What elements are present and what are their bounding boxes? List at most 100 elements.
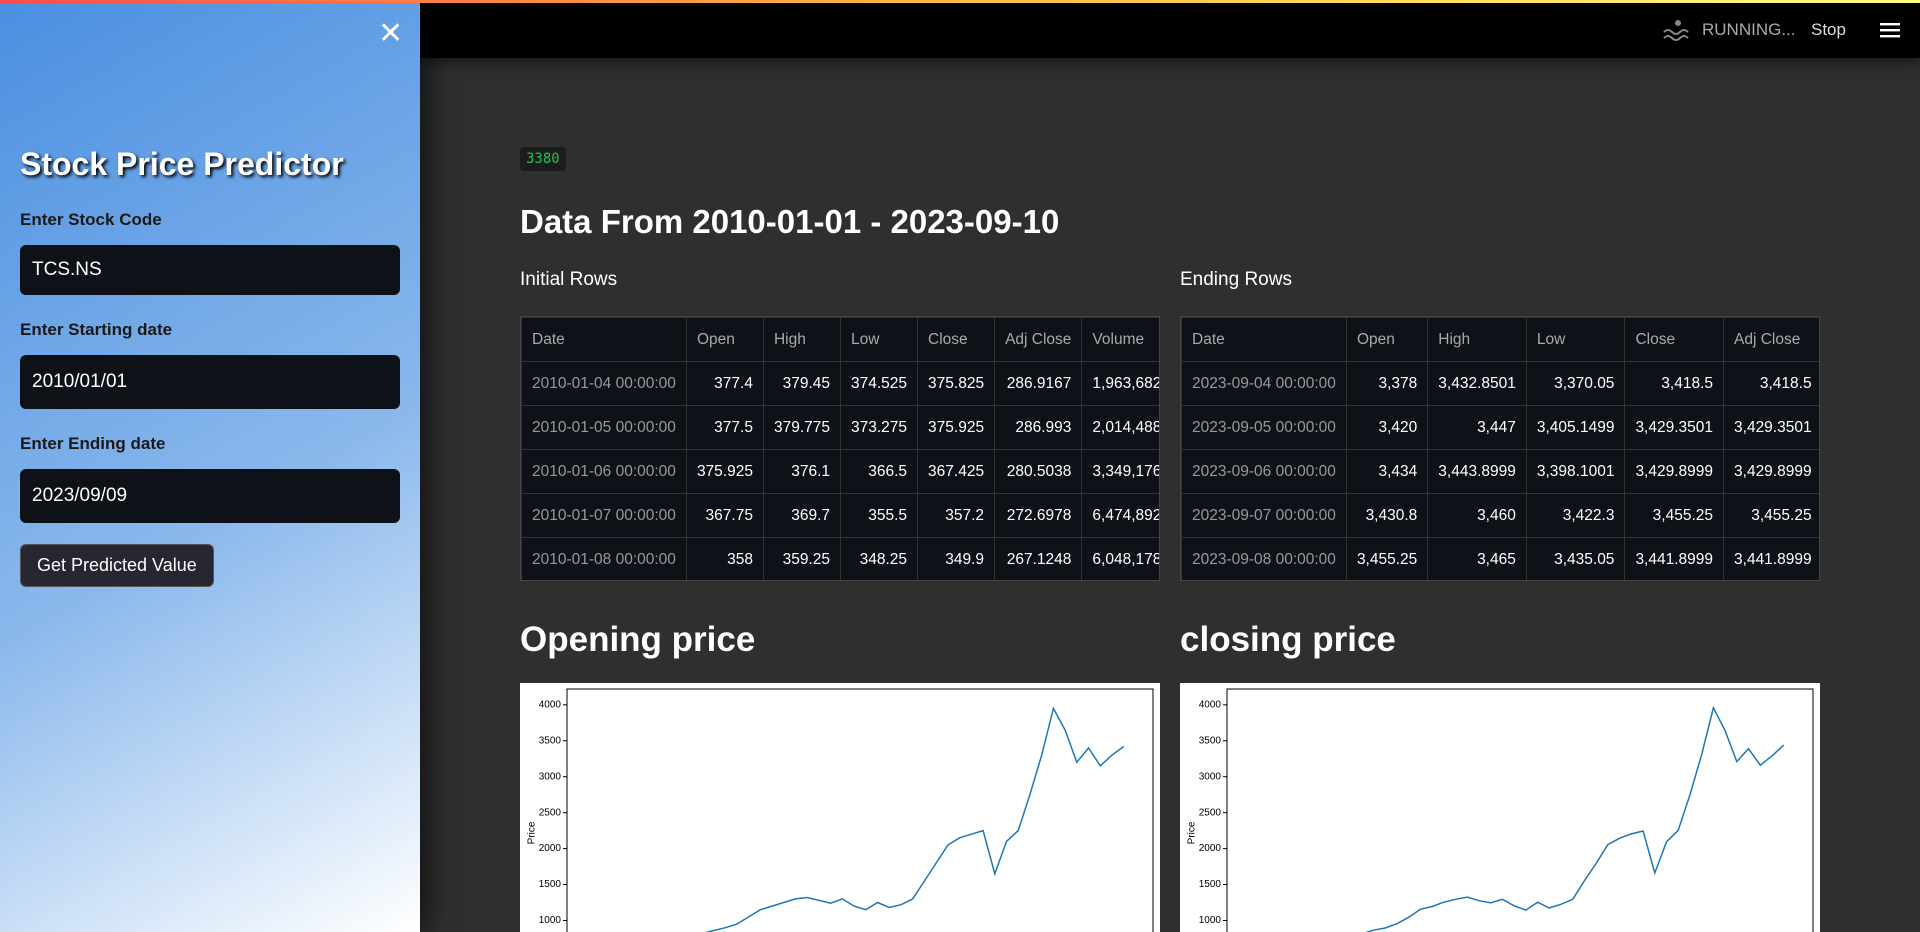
table-cell: 348.25 (839, 537, 919, 580)
y-tick-label: 2500 (1199, 807, 1222, 818)
table-cell: 2010-01-04 00:00:00 (521, 361, 687, 406)
date-input[interactable]: 2023/09/09 (20, 469, 400, 523)
table-cell: 3,420 (1345, 405, 1429, 450)
table-row: 2010-01-05 00:00:00 377.5 379.775 373.275 37… (521, 405, 1159, 450)
table-cell: 3,432.8501 (1427, 361, 1527, 406)
table-cell: 3,455.25 (1345, 537, 1429, 580)
table-cell: 3,422.3 (1525, 493, 1626, 538)
running-status: RUNNING... (1702, 20, 1796, 39)
table-cell: 373.275 (839, 405, 919, 450)
y-tick-label: 4000 (539, 699, 562, 710)
date-input[interactable]: 2010/01/01 (20, 355, 400, 409)
header-row: Date Open High Low Close Adj Close Volume (521, 317, 1159, 362)
price-line (704, 706, 1125, 932)
table-cell: 3,370.05 (1525, 361, 1626, 406)
chart-panel: 1000 1500 2000 2500 3000 3500 4000 Price (520, 683, 1160, 932)
heading: Data From 2010-01-01 - 2023-09-10 (520, 203, 1060, 240)
table-container: Date Open High Low Close Adj Close Volume 2010-… (520, 316, 1160, 581)
table-cell: 3,418.5 (1624, 361, 1725, 406)
table-cell: 3,418.5 (1723, 361, 1819, 406)
table-cell: 377.5 (685, 405, 764, 450)
table-cell: 3,455.25 (1723, 493, 1819, 538)
header-row: Date Open High Low Close Adj Close (1181, 317, 1819, 362)
sidebar-title: Stock Price Predictor (20, 146, 344, 182)
table-cell: 359.25 (762, 537, 842, 580)
table-cell: 267.1248 (994, 537, 1083, 580)
table-cell: 3,465 (1427, 537, 1527, 580)
table-cell: 3,429.3501 (1624, 405, 1725, 450)
y-tick-label: 3500 (1199, 735, 1222, 746)
table-cell: 3,441.8999 (1624, 537, 1725, 580)
table-cell: 3,429.3501 (1723, 405, 1819, 450)
data-table: Date Open High Low Close Adj Close 2023-09-04 … (1181, 317, 1819, 580)
table-container: Date Open High Low Close Adj Close 2023-09-04 … (1180, 316, 1820, 581)
y-tick-label: 3000 (1199, 771, 1222, 782)
y-tick-label: 1000 (539, 915, 562, 926)
column-header: Date (1181, 317, 1347, 362)
table-row: 2010-01-06 00:00:00 375.925 376.1 366.5 367.… (521, 449, 1159, 494)
column-header: Date (521, 317, 687, 362)
table-cell: 272.6978 (994, 493, 1083, 538)
table-cell: 286.9167 (994, 361, 1083, 406)
table-cell: 3,460 (1427, 493, 1527, 538)
status-stripe (0, 0, 1920, 3)
column-header: High (1427, 317, 1527, 362)
table-cell: 3,447 (1427, 405, 1527, 450)
table-cell: 6,474,892 (1081, 493, 1159, 538)
table-cell: 3,429.8999 (1723, 449, 1819, 494)
y-tick-label: 2000 (1199, 843, 1222, 854)
sidebar: ✕ Stock Price Predictor Enter Stock Code… (0, 0, 420, 932)
table-cell: 375.925 (685, 449, 764, 494)
table-cell: 2010-01-05 00:00:00 (521, 405, 687, 450)
column-header: Adj Close (1723, 317, 1819, 362)
table-row: 2010-01-07 00:00:00 367.75 369.7 355.5 357.2… (521, 493, 1159, 538)
column-header: Open (685, 317, 764, 362)
table-cell: 374.525 (839, 361, 919, 406)
plot-frame (566, 688, 1154, 932)
table-cell: 377.4 (685, 361, 764, 406)
column-header: Open (1345, 317, 1429, 362)
text-input[interactable]: TCS.NS (20, 245, 400, 295)
predict-button[interactable]: Get Predicted Value (20, 544, 214, 587)
field-label: Enter Starting date (20, 320, 173, 339)
chart: 1000 1500 2000 2500 3000 3500 4000 Price (527, 688, 1154, 932)
table-cell: 3,455.25 (1624, 493, 1725, 538)
table-cell: 2023-09-06 00:00:00 (1181, 449, 1347, 494)
plot-frame (1226, 688, 1814, 932)
table-cell: 375.825 (917, 361, 996, 406)
table-cell: 376.1 (762, 449, 842, 494)
y-tick-label: 2000 (539, 843, 562, 854)
y-tick-label: 2500 (539, 807, 562, 818)
field-label: Enter Ending date (20, 434, 166, 453)
y-axis-label: Price (1187, 821, 1198, 844)
table-row: 2023-09-04 00:00:00 3,378 3,432.8501 3,370.… (1181, 361, 1819, 406)
table-cell: 3,398.1001 (1525, 449, 1626, 494)
table-cell: 358 (685, 537, 764, 580)
y-tick-label: 3000 (539, 771, 562, 782)
top-bar: RUNNING... Stop (420, 0, 1920, 58)
table-cell: 3,443.8999 (1427, 449, 1527, 494)
menu-button[interactable] (1880, 22, 1900, 38)
stop-button[interactable]: Stop (1811, 20, 1846, 39)
table-cell: 2,014,488 (1081, 405, 1159, 450)
column-header: Low (1525, 317, 1626, 362)
table-row: 2010-01-08 00:00:00 358 359.25 348.25 349.9 2… (521, 537, 1159, 580)
table-cell: 349.9 (917, 537, 996, 580)
table-cell: 286.993 (994, 405, 1083, 450)
table-cell: 367.425 (917, 449, 996, 494)
table-cell: 3,349,176 (1081, 449, 1159, 494)
column-header: High (762, 317, 842, 362)
table-cell: 379.45 (762, 361, 842, 406)
table-cell: 6,048,178 (1081, 537, 1159, 580)
table-cell: 3,405.1499 (1525, 405, 1626, 450)
price-line (1365, 705, 1785, 932)
table-cell: 366.5 (839, 449, 919, 494)
table-row: 2023-09-08 00:00:00 3,455.25 3,465 3,435.05… (1181, 537, 1819, 580)
close-sidebar[interactable]: ✕ (378, 17, 404, 50)
y-tick-label: 1000 (1199, 915, 1222, 926)
running-icon (1663, 20, 1689, 41)
table-cell: 375.925 (917, 405, 996, 450)
table-caption: Ending Rows (1180, 269, 1292, 290)
table-cell: 367.75 (685, 493, 764, 538)
